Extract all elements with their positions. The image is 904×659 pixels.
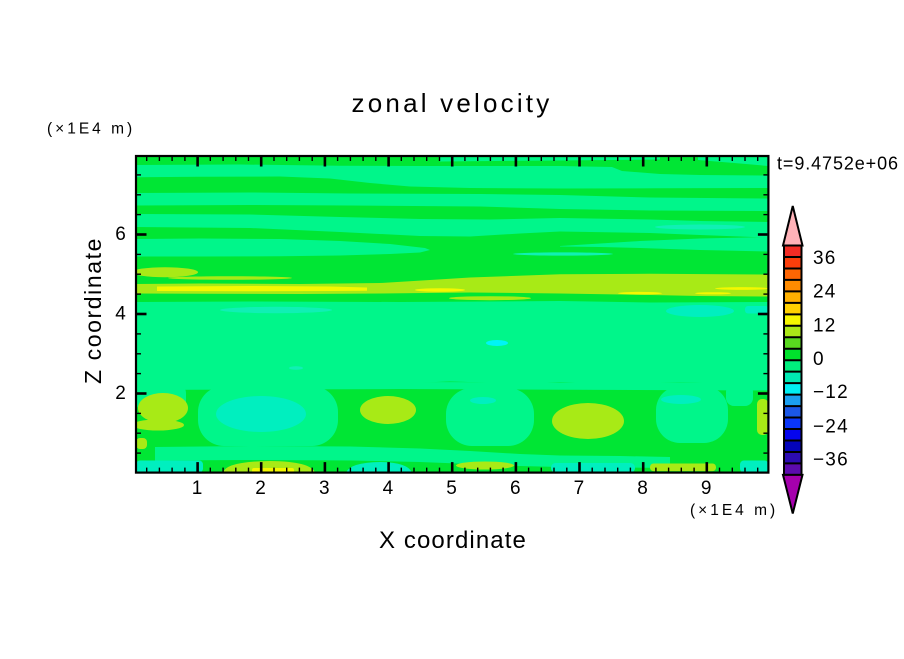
svg-text:1: 1 [192,478,204,499]
svg-text:−12: −12 [813,382,849,403]
svg-text:(×1E4 m): (×1E4 m) [690,502,778,519]
svg-text:24: 24 [813,282,837,303]
svg-text:t=9.4752e+06: t=9.4752e+06 [777,154,899,174]
svg-text:−36: −36 [813,450,849,471]
svg-text:36: 36 [813,248,837,269]
svg-text:6: 6 [115,224,127,245]
svg-text:zonal velocity: zonal velocity [352,88,553,118]
svg-text:12: 12 [813,316,837,337]
svg-text:2: 2 [255,478,267,499]
svg-text:7: 7 [574,478,586,499]
svg-text:X coordinate: X coordinate [379,527,527,554]
svg-text:9: 9 [701,478,713,499]
svg-text:0: 0 [813,349,825,370]
svg-text:5: 5 [446,478,458,499]
svg-text:(×1E4 m): (×1E4 m) [47,121,135,138]
svg-text:4: 4 [115,304,127,325]
svg-text:4: 4 [383,478,395,499]
svg-text:Z coordinate: Z coordinate [80,237,106,384]
svg-text:6: 6 [510,478,522,499]
svg-text:2: 2 [115,383,127,404]
svg-text:−24: −24 [813,417,849,438]
svg-text:3: 3 [319,478,331,499]
svg-text:8: 8 [637,478,649,499]
